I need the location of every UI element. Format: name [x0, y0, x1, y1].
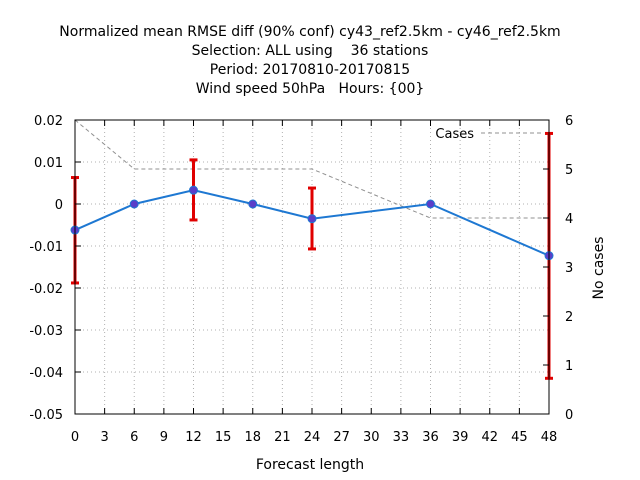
x-tick-label: 15 [215, 430, 232, 445]
y2-tick-label: 2 [565, 310, 573, 325]
title-line-1: Normalized mean RMSE diff (90% conf) cy4… [59, 24, 560, 40]
data-point [248, 199, 258, 209]
data-point [129, 199, 139, 209]
x-axis-ticks: 0 3 6 9 12 15 18 21 24 27 30 33 36 39 42 45 48 [71, 120, 557, 445]
x-tick-label: 27 [333, 430, 350, 445]
x-tick-label: 21 [274, 430, 291, 445]
y-tick-label: 0.02 [34, 114, 63, 129]
x-tick-label: 39 [452, 430, 469, 445]
data-point [189, 185, 198, 195]
title-line-3: Period: 20170810-20170815 [210, 62, 410, 78]
title-line-2: Selection: ALL using 36 stations [192, 43, 429, 59]
y-tick-label: -0.04 [29, 366, 63, 381]
x-tick-label: 30 [363, 430, 380, 445]
y2-tick-label: 3 [565, 261, 573, 276]
diff-series [70, 131, 554, 380]
x-tick-label: 18 [244, 430, 261, 445]
y-tick-label: -0.03 [29, 324, 63, 339]
y-tick-label: -0.05 [29, 408, 63, 423]
x-tick-label: 48 [541, 430, 558, 445]
legend: Cases [435, 127, 541, 142]
grid [75, 120, 549, 414]
x-tick-label: 36 [422, 430, 439, 445]
data-point [307, 214, 317, 224]
x-tick-label: 0 [71, 430, 79, 445]
x-tick-label: 24 [304, 430, 321, 445]
x-tick-label: 33 [393, 430, 410, 445]
y2-tick-label: 6 [565, 114, 573, 129]
data-point [426, 199, 435, 209]
chart-title: Normalized mean RMSE diff (90% conf) cy4… [59, 24, 560, 97]
y2-tick-label: 4 [565, 212, 573, 227]
y2-tick-label: 5 [565, 163, 573, 178]
x-tick-label: 42 [481, 430, 498, 445]
y-tick-label: -0.02 [29, 282, 63, 297]
x-tick-label: 9 [160, 430, 168, 445]
y2-tick-label: 0 [565, 408, 573, 423]
x-tick-label: 45 [511, 430, 528, 445]
y-tick-label: 0 [55, 198, 63, 213]
y-tick-label: 0.01 [34, 156, 63, 171]
y2-tick-label: 1 [565, 359, 573, 374]
x-tick-label: 12 [185, 430, 202, 445]
x-axis-label: Forecast length [256, 457, 364, 473]
x-tick-label: 6 [130, 430, 138, 445]
y2-axis-label: No cases [591, 237, 607, 300]
y-axis-ticks: 0.02 0.01 0 -0.01 -0.02 -0.03 -0.04 -0.05 [29, 114, 81, 423]
y2-axis-ticks: 6 5 4 3 2 1 0 [543, 114, 573, 423]
legend-label-cases: Cases [435, 127, 474, 142]
y-tick-label: -0.01 [29, 240, 63, 255]
x-tick-label: 3 [100, 430, 108, 445]
title-line-4: Wind speed 50hPa Hours: {00} [196, 81, 425, 97]
